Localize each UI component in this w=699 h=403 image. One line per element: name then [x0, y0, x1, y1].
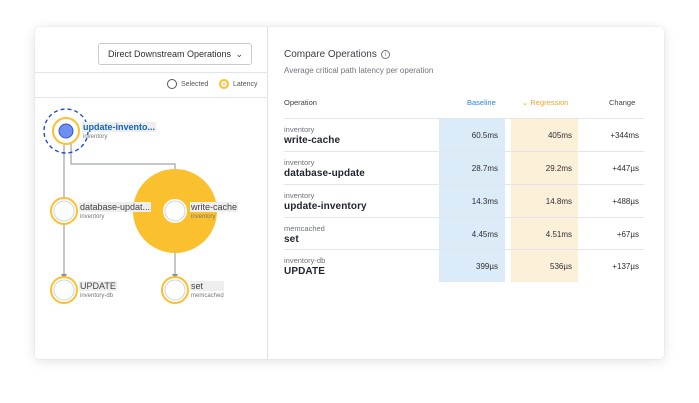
row-change: +344ms [610, 131, 639, 140]
row-change: +488µs [612, 197, 639, 206]
node-inner-ring [53, 200, 75, 222]
view-select-dropdown[interactable]: Direct Downstream Operations ⌄ [98, 43, 252, 65]
legend-selected-label: Selected [181, 80, 209, 88]
row-divider [284, 151, 644, 152]
node-service: inventory [83, 134, 108, 140]
regression-column-highlight [511, 119, 578, 282]
view-select-value: Direct Downstream Operations [108, 49, 232, 59]
panel-title-text: Compare Operations [284, 49, 377, 60]
panel-title: Compare Operations i [284, 49, 390, 60]
row-divider [284, 118, 644, 119]
node-service: inventory-db [80, 293, 114, 299]
compare-panel: Compare Operations i Average critical pa… [269, 27, 664, 359]
node-label-update-inventory[interactable]: update-invento... inventory [82, 122, 156, 142]
row-service: inventory [284, 158, 315, 167]
row-divider [284, 184, 644, 185]
row-operation: set [284, 234, 299, 245]
row-baseline: 28.7ms [471, 164, 498, 173]
table-row[interactable]: inventory update-inventory 14.3ms 14.8ms… [269, 185, 664, 218]
table-row[interactable]: memcached set 4.45ms 4.51ms +67µs [269, 218, 664, 251]
column-header-baseline[interactable]: Baseline [467, 98, 496, 107]
row-service: memcached [284, 224, 325, 233]
row-regression: 4.51ms [545, 230, 572, 239]
baseline-column-highlight [439, 119, 505, 282]
node-label-set[interactable]: set memcached [190, 281, 224, 301]
node-update[interactable] [50, 276, 78, 304]
node-selected-dot-icon [58, 123, 74, 139]
column-header-regression[interactable]: ⌄ Regression [522, 98, 568, 107]
node-name: set [190, 281, 224, 291]
row-baseline: 4.45ms [471, 230, 498, 239]
table-row[interactable]: inventory write-cache 60.5ms 405ms +344m… [269, 119, 664, 152]
sort-chevron-icon: ⌄ [522, 98, 529, 107]
row-change: +67µs [616, 230, 639, 239]
row-service: inventory [284, 125, 315, 134]
row-regression: 14.8ms [545, 197, 572, 206]
node-label-database-update[interactable]: database-updat... inventory [79, 202, 152, 222]
row-divider [284, 249, 644, 250]
node-set[interactable] [161, 276, 189, 304]
row-operation: UPDATE [284, 266, 325, 277]
divider [35, 97, 268, 98]
table-row[interactable]: inventory database-update 28.7ms 29.2ms … [269, 152, 664, 185]
node-label-update[interactable]: UPDATE inventory-db [79, 281, 117, 301]
column-header-change[interactable]: Change [609, 98, 636, 107]
node-service: memcached [191, 293, 224, 299]
node-label-write-cache[interactable]: write-cache inventory [190, 202, 239, 222]
row-regression: 405ms [547, 131, 572, 140]
operation-compare-card: Direct Downstream Operations ⌄ Selected … [35, 27, 664, 359]
latency-swatch-icon [219, 79, 229, 89]
selected-swatch-icon [167, 79, 177, 89]
legend-latency: Latency [219, 79, 258, 89]
row-baseline: 399µs [476, 262, 498, 271]
column-header-operation[interactable]: Operation [284, 98, 317, 107]
row-baseline: 14.3ms [471, 197, 498, 206]
node-inner-ring [53, 279, 75, 301]
node-inner-ring [164, 279, 186, 301]
row-regression: 536µs [550, 262, 572, 271]
row-operation: write-cache [284, 135, 341, 146]
operation-graph [43, 108, 217, 304]
node-write-cache[interactable] [161, 197, 189, 225]
node-service: inventory [191, 214, 216, 220]
row-change: +137µs [612, 262, 639, 271]
row-baseline: 60.5ms [471, 131, 498, 140]
row-regression: 29.2ms [545, 164, 572, 173]
node-name: database-updat... [79, 202, 152, 212]
row-operation: database-update [284, 168, 365, 179]
node-service: inventory [80, 214, 105, 220]
panel-subtitle: Average critical path latency per operat… [284, 66, 434, 75]
node-name: UPDATE [79, 281, 117, 291]
table-row[interactable]: inventory-db UPDATE 399µs 536µs +137µs [269, 250, 664, 283]
graph-panel: Direct Downstream Operations ⌄ Selected … [35, 27, 268, 359]
node-name: write-cache [190, 202, 239, 212]
node-name: update-invento... [82, 122, 156, 132]
node-inner-ring [164, 200, 186, 222]
info-icon[interactable]: i [380, 50, 390, 59]
row-change: +447µs [612, 164, 639, 173]
node-database-update[interactable] [50, 197, 78, 225]
legend-latency-label: Latency [233, 80, 258, 88]
chevron-down-icon: ⌄ [235, 49, 243, 59]
legend-selected: Selected [167, 79, 208, 89]
row-divider [284, 217, 644, 218]
divider [35, 72, 268, 73]
row-service: inventory-db [284, 256, 326, 265]
row-operation: update-inventory [284, 201, 367, 212]
column-header-regression-label: Regression [530, 98, 569, 107]
row-service: inventory [284, 191, 315, 200]
